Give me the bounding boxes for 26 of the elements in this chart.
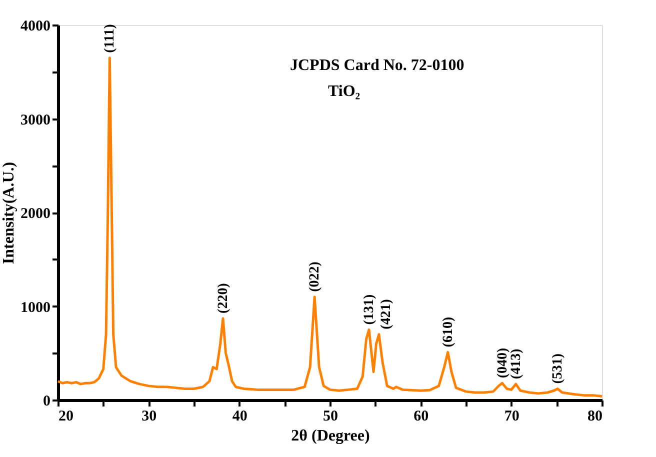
annotation: (040) <box>495 347 510 378</box>
annotation: (531) <box>550 353 566 384</box>
annotation: TiO₂ <box>328 83 360 100</box>
annotation: (220) <box>216 282 232 314</box>
y-tick-label: 0 <box>43 394 50 410</box>
y-tick-label: 3000 <box>20 112 50 128</box>
y-tick-label: 2000 <box>20 206 50 222</box>
x-tick-label: 20 <box>58 408 74 424</box>
y-tick-label: 4000 <box>20 18 50 34</box>
y-axis-title: Intensity(A.U.) <box>0 162 18 264</box>
x-tick-label: 50 <box>323 408 338 424</box>
annotation: (022) <box>308 261 323 292</box>
x-tick-label: 70 <box>504 408 520 424</box>
x-tick-label: 40 <box>232 408 248 424</box>
y-tick-label: 1000 <box>20 300 50 316</box>
x-tick-label: 30 <box>142 408 157 424</box>
annotation: (421) <box>378 298 394 330</box>
x-tick-label: 80 <box>588 408 602 424</box>
annotation: (610) <box>440 316 456 348</box>
annotation: (111) <box>102 24 118 53</box>
annotation: (413) <box>508 348 524 380</box>
annotation: (131) <box>362 294 377 325</box>
x-axis-title: 2θ (Degree) <box>291 428 370 444</box>
line-series <box>56 56 604 398</box>
annotation: JCPDS Card No. 72-0100 <box>290 57 464 74</box>
x-tick-label: 60 <box>414 408 429 424</box>
